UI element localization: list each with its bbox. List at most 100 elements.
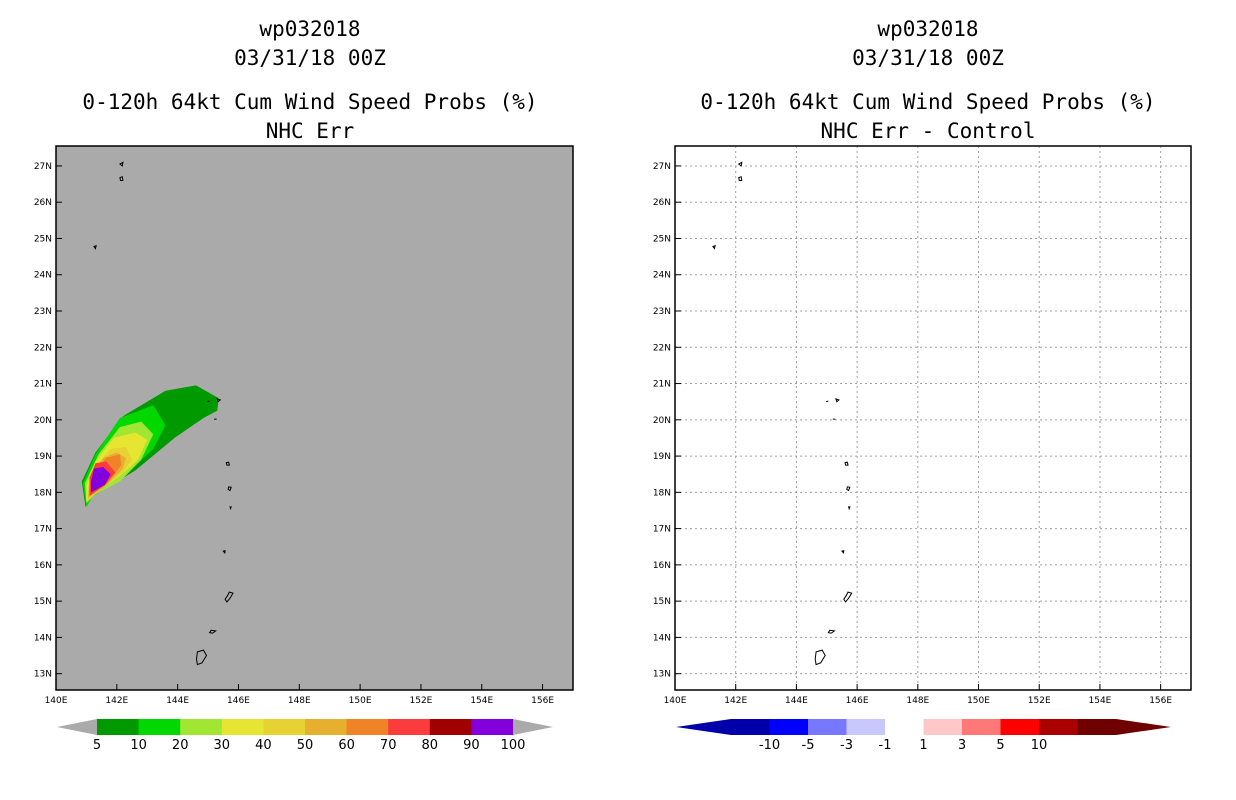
- colorbar-swatch: [305, 719, 348, 735]
- y-tick-label-24N: 24N: [34, 271, 52, 281]
- y-tick-label-22N: 22N: [34, 343, 52, 353]
- island-outline: [738, 176, 743, 181]
- y-tick-label-20N: 20N: [34, 416, 52, 426]
- island-outline: [840, 550, 845, 555]
- island-outline: [737, 161, 743, 167]
- colorbar-2: -10 -5 -3 -1 1 3 5 10: [676, 719, 1171, 753]
- colorbar-swatch: [180, 719, 223, 735]
- x-tick-label-152E: 152E: [1028, 696, 1051, 706]
- colorbar-label: 3: [958, 738, 966, 753]
- colorbar-swatch: [885, 719, 924, 735]
- map-frame: [55, 145, 574, 691]
- colorbar-swatch: [471, 719, 514, 735]
- left-date: 03/31/18 00Z: [234, 46, 386, 70]
- island-outline: [195, 649, 208, 666]
- y-tick-label-18N: 18N: [34, 488, 52, 498]
- colorbar-swatch: [923, 719, 963, 735]
- colorbar-label: 100: [501, 738, 526, 753]
- island-outline: [225, 461, 230, 466]
- island-outline: [843, 591, 853, 603]
- y-tick-label-13N: 13N: [653, 670, 671, 680]
- colorbar-swatch: [388, 719, 431, 735]
- y-tick-label-23N: 23N: [34, 307, 52, 317]
- colorbar-swatch: [731, 719, 770, 735]
- colorbar-under-arrow: [676, 719, 731, 735]
- colorbar-swatch: [808, 719, 847, 735]
- island-outline: [119, 161, 124, 167]
- island-outline: [835, 397, 840, 403]
- x-tick-label-144E: 144E: [166, 696, 189, 706]
- x-tick-label-144E: 144E: [785, 696, 808, 706]
- left-storm-id: wp032018: [259, 17, 361, 41]
- x-tick-label-154E: 154E: [470, 696, 493, 706]
- map-background: [675, 146, 1191, 690]
- x-tick-label-150E: 150E: [349, 696, 372, 706]
- right-chart-subtitle: NHC Err - Control: [820, 119, 1036, 143]
- colorbar-swatch: [962, 719, 1001, 735]
- colorbar-label: 50: [297, 738, 314, 753]
- colorbar-label: 20: [172, 738, 189, 753]
- x-tick-label-140E: 140E: [45, 696, 68, 706]
- right-chart-title: 0-120h 64kt Cum Wind Speed Probs (%): [700, 90, 1156, 114]
- y-tick-label-14N: 14N: [653, 633, 671, 643]
- y-tick-label-17N: 17N: [653, 525, 671, 535]
- island-outline: [847, 506, 851, 511]
- map-panel-1: 140E 142E 144E 146E 148E 150E 152E 154E 156E 13N 1…: [34, 145, 574, 706]
- x-tick-label-142E: 142E: [105, 696, 128, 706]
- y-tick-label-13N: 13N: [34, 670, 52, 680]
- colorbar-swatch: [1000, 719, 1040, 735]
- island-outline: [207, 400, 210, 403]
- x-tick-label-154E: 154E: [1089, 696, 1112, 706]
- x-tick-label-142E: 142E: [724, 696, 747, 706]
- colorbar-label: 5: [996, 738, 1004, 753]
- colorbar-over-arrow: [513, 719, 553, 735]
- y-tick-label-17N: 17N: [34, 525, 52, 535]
- island-outline: [826, 400, 829, 403]
- island-outline: [814, 649, 826, 666]
- y-tick-label-16N: 16N: [653, 561, 671, 571]
- y-tick-label-21N: 21N: [653, 380, 671, 390]
- x-tick-label-148E: 148E: [288, 696, 311, 706]
- island-outline: [712, 244, 716, 250]
- x-tick-label-152E: 152E: [410, 696, 433, 706]
- y-tick-label-25N: 25N: [653, 234, 671, 244]
- colorbar-swatch: [221, 719, 264, 735]
- colorbar-swatch: [846, 719, 886, 735]
- island-outline: [844, 461, 849, 466]
- colorbar-label: -5: [802, 738, 815, 753]
- contour-90pct: [91, 467, 111, 493]
- y-tick-label-19N: 19N: [34, 452, 52, 462]
- island-outline: [229, 506, 232, 511]
- colorbar-swatch: [1077, 719, 1117, 735]
- map-panel-2: 140E 142E 144E 146E 148E 150E 152E 154E 156E 13N 1…: [653, 145, 1192, 706]
- y-tick-label-24N: 24N: [653, 271, 671, 281]
- colorbar-label: -10: [759, 738, 780, 753]
- x-tick-label-146E: 146E: [227, 696, 250, 706]
- y-tick-label-23N: 23N: [653, 307, 671, 317]
- y-tick-label-26N: 26N: [34, 198, 52, 208]
- colorbar-swatch: [346, 719, 389, 735]
- y-tick-label-18N: 18N: [653, 488, 671, 498]
- island-outline: [222, 550, 226, 555]
- colorbar-label: 60: [338, 738, 355, 753]
- colorbar-swatch: [429, 719, 472, 735]
- y-tick-label-27N: 27N: [653, 162, 671, 172]
- island-outline: [224, 591, 234, 603]
- y-tick-label-26N: 26N: [653, 198, 671, 208]
- x-tick-label-140E: 140E: [664, 696, 687, 706]
- y-tick-label-20N: 20N: [653, 416, 671, 426]
- island-outline: [846, 486, 851, 492]
- island-outline: [216, 397, 222, 403]
- map-frame: [674, 145, 1192, 691]
- x-tick-label-156E: 156E: [1149, 696, 1172, 706]
- left-chart-title: 0-120h 64kt Cum Wind Speed Probs (%): [82, 90, 538, 114]
- colorbar-label: 80: [422, 738, 439, 753]
- colorbar-label: -1: [879, 738, 892, 753]
- y-tick-label-22N: 22N: [653, 343, 671, 353]
- y-tick-label-27N: 27N: [34, 162, 52, 172]
- colorbar-1: 5 10 20 30 40 50 60 70 80 90 100: [57, 719, 553, 753]
- colorbar-swatch: [263, 719, 306, 735]
- colorbar-label: 70: [380, 738, 397, 753]
- right-storm-id: wp032018: [877, 17, 979, 41]
